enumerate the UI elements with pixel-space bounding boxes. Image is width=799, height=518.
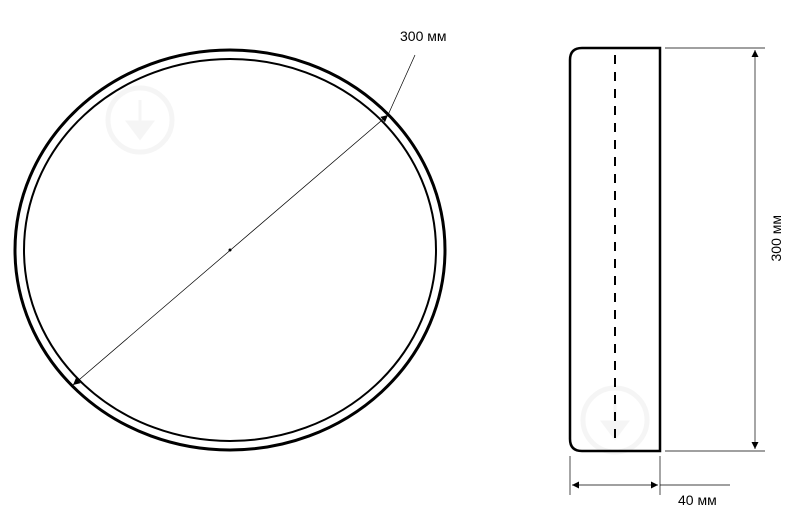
dimension-height — [665, 48, 765, 451]
width-label: 40 мм — [678, 492, 717, 508]
front-view-circle — [15, 50, 445, 450]
drawing-container: 300 мм 300 мм 40 мм — [0, 0, 799, 518]
dimension-width — [570, 456, 730, 495]
diagram-svg — [0, 0, 799, 518]
height-label: 300 мм — [768, 215, 784, 262]
diameter-label: 300 мм — [400, 28, 447, 44]
side-view-rect — [570, 48, 660, 451]
